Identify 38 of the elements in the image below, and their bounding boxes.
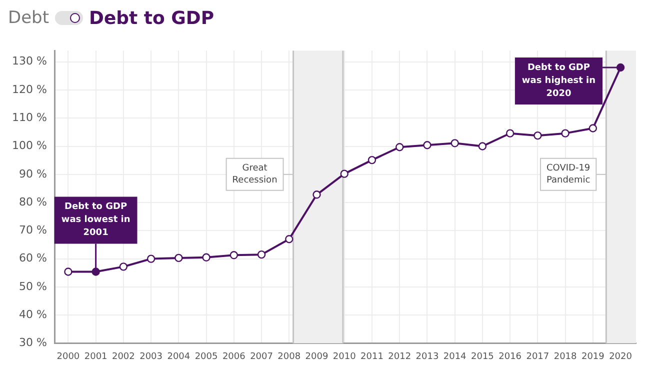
y-tick-label: 80 % bbox=[18, 195, 47, 208]
x-tick-label: 2006 bbox=[222, 352, 246, 362]
band-label: Great Recession bbox=[232, 164, 278, 186]
x-tick-label: 2000 bbox=[56, 352, 80, 362]
x-tick-label: 2018 bbox=[554, 352, 578, 362]
chart-title: Debt to GDP bbox=[89, 8, 214, 28]
y-tick-label: 120 % bbox=[12, 82, 47, 96]
x-tick-label: 2015 bbox=[471, 352, 494, 362]
x-tick-label: 2016 bbox=[498, 352, 522, 362]
x-tick-label: 2010 bbox=[332, 352, 356, 362]
y-tick-label: 110 % bbox=[12, 110, 47, 124]
x-tick-label: 2012 bbox=[388, 352, 412, 362]
y-tick-label: 60 % bbox=[18, 252, 47, 265]
x-tick-label: 2013 bbox=[416, 352, 439, 362]
y-tick-label: 30 % bbox=[18, 336, 47, 350]
y-tick-label: 90 % bbox=[18, 167, 47, 180]
x-tick-label: 2009 bbox=[305, 352, 328, 362]
x-tick-label: 2003 bbox=[140, 352, 163, 362]
x-tick-label: 2017 bbox=[526, 352, 550, 362]
chart-subtitle: Debt bbox=[8, 8, 50, 28]
x-tick-label: 2002 bbox=[112, 352, 135, 362]
x-tick-label: 2004 bbox=[167, 352, 190, 362]
band-label: COVID-19 Pandemic bbox=[546, 164, 590, 186]
y-tick-label: 130 % bbox=[12, 54, 47, 68]
x-tick-label: 2011 bbox=[360, 352, 384, 362]
y-tick-label: 100 % bbox=[12, 139, 47, 152]
annotation: Debt to GDP was highest in 2020 bbox=[522, 62, 596, 99]
y-tick-label: 70 % bbox=[18, 224, 47, 237]
x-tick-label: 2005 bbox=[194, 352, 218, 362]
x-tick-label: 2019 bbox=[581, 352, 605, 362]
x-tick-label: 2014 bbox=[443, 352, 467, 362]
x-tick-label: 2001 bbox=[84, 352, 108, 362]
x-tick-label: 2007 bbox=[250, 352, 273, 362]
annotation: Debt to GDP was lowest in 2001 bbox=[61, 202, 130, 238]
x-tick-label: 2008 bbox=[278, 352, 301, 362]
y-tick-label: 50 % bbox=[18, 280, 47, 293]
y-tick-label: 40 % bbox=[18, 308, 47, 321]
x-tick-label: 2020 bbox=[609, 352, 632, 362]
